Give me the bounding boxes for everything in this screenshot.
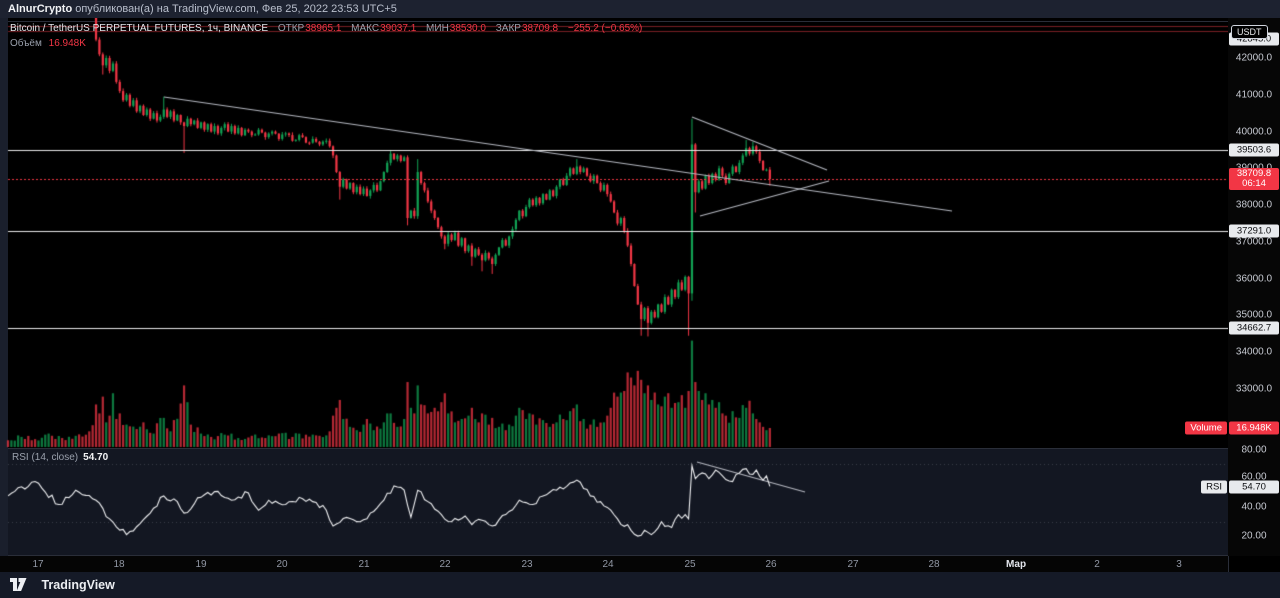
price-tick-label: 36000.0: [1235, 273, 1273, 285]
time-tick-label: 18: [113, 559, 125, 570]
rsi-title-text: RSI (14, close): [12, 452, 79, 463]
rsi-value-text: 54.70: [83, 452, 109, 463]
volume-axis-badge: 16.948K: [1229, 421, 1279, 435]
candle-countdown: 06:14: [1242, 178, 1266, 189]
price-tick-label: 42000.0: [1235, 52, 1273, 64]
time-tick-label: 2: [1094, 559, 1100, 570]
last-price-badge: 38709.8 06:14: [1229, 168, 1279, 190]
price-tick-label: 33000.0: [1235, 383, 1273, 395]
line-price-badge: 34662.7: [1229, 321, 1279, 335]
time-tick-label: 19: [195, 559, 207, 570]
price-tick-label: 35000.0: [1235, 309, 1273, 321]
chart-canvas[interactable]: [0, 18, 1228, 572]
line-price-badge: 39503.6: [1229, 143, 1279, 157]
time-tick-label: 25: [684, 559, 696, 570]
author-link[interactable]: AlnurCrypto: [8, 3, 73, 15]
price-tick-label: 40.00: [1241, 501, 1267, 513]
publication-bar: AlnurCrypto опубликован(а) на TradingVie…: [0, 0, 1280, 18]
time-tick-label: 26: [765, 559, 777, 570]
price-tick-label: 37000.0: [1235, 236, 1273, 248]
price-tick-label: 60.00: [1241, 471, 1267, 483]
price-tick-label: 40000.0: [1235, 126, 1273, 138]
time-tick-label: 27: [847, 559, 859, 570]
time-tick-label: 17: [32, 559, 44, 570]
time-tick-label: Мар: [1005, 559, 1027, 570]
rsi-indicator-legend[interactable]: RSI (14, close) 54.70: [12, 452, 108, 463]
currency-toggle-button[interactable]: USDT: [1231, 25, 1268, 39]
time-tick-label: 28: [928, 559, 940, 570]
rsi-label-badge: RSI: [1201, 480, 1227, 494]
publication-info: опубликован(а) на TradingView.com, Фев 2…: [72, 3, 397, 15]
time-tick-label: 24: [602, 559, 614, 570]
footer-bar: TradingView: [0, 572, 1280, 598]
price-tick-label: 34000.0: [1235, 346, 1273, 358]
last-price-value: 38709.8: [1236, 168, 1272, 179]
price-tick-label: 20.00: [1241, 530, 1267, 542]
volume-label-badge: Volume: [1185, 421, 1227, 435]
time-tick-label: 20: [276, 559, 288, 570]
price-tick-label: 38000.0: [1235, 199, 1273, 211]
tradingview-logo-icon[interactable]: [10, 578, 27, 592]
rsi-axis-badge: 54.70: [1229, 480, 1279, 494]
line-price-badge: 37291.0: [1229, 224, 1279, 238]
price-axis[interactable]: [1228, 18, 1280, 556]
price-tick-label: 80.00: [1241, 444, 1267, 456]
time-tick-label: 22: [439, 559, 451, 570]
time-axis[interactable]: [0, 556, 1228, 572]
price-tick-label: 41000.0: [1235, 89, 1273, 101]
time-tick-label: 3: [1176, 559, 1182, 570]
time-tick-label: 23: [521, 559, 533, 570]
time-tick-label: 21: [358, 559, 370, 570]
tradingview-brand-link[interactable]: TradingView: [41, 578, 115, 592]
